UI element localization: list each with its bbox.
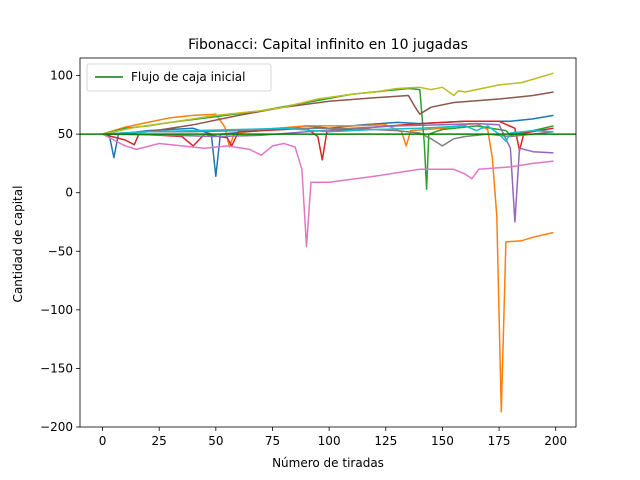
x-tick-label: 25 xyxy=(152,434,167,448)
x-tick-label: 100 xyxy=(318,434,341,448)
series-line-3 xyxy=(102,87,554,190)
series-line-8 xyxy=(102,127,554,147)
plot-area xyxy=(79,57,577,428)
y-tick-label: 50 xyxy=(58,127,73,141)
series-line-9 xyxy=(102,72,554,135)
series-line-7 xyxy=(102,133,554,248)
y-tick-label: 0 xyxy=(65,186,73,200)
series-line-10 xyxy=(102,125,554,142)
y-tick-label: −100 xyxy=(40,303,73,317)
x-axis: 0 25 50 75 100 125 150 175 200 xyxy=(99,427,567,448)
legend-label: Flujo de caja inicial xyxy=(131,70,246,84)
x-axis-label: Número de tiradas xyxy=(272,456,384,470)
x-tick-label: 200 xyxy=(544,434,567,448)
y-tick-label: −50 xyxy=(48,244,73,258)
plot-frame xyxy=(79,57,577,428)
series-line-6 xyxy=(102,91,554,135)
series-line-5 xyxy=(102,122,554,223)
x-tick-label: 75 xyxy=(265,434,280,448)
x-tick-label: 50 xyxy=(208,434,223,448)
x-tick-label: 150 xyxy=(431,434,454,448)
y-axis: −200 −150 −100 −50 0 50 100 xyxy=(40,69,80,434)
y-tick-label: 100 xyxy=(50,69,73,83)
chart-title: Fibonacci: Capital infinito en 10 jugada… xyxy=(188,37,468,53)
x-tick-label: 175 xyxy=(488,434,511,448)
x-tick-label: 0 xyxy=(99,434,107,448)
series-layer xyxy=(102,72,554,413)
x-tick-label: 125 xyxy=(374,434,397,448)
y-tick-label: −200 xyxy=(40,420,73,434)
y-tick-label: −150 xyxy=(40,361,73,375)
y-axis-label: Cantidad de capital xyxy=(11,186,25,303)
legend: Flujo de caja inicial xyxy=(86,63,272,92)
series-line-2 xyxy=(102,113,554,413)
legend-box xyxy=(86,63,272,92)
